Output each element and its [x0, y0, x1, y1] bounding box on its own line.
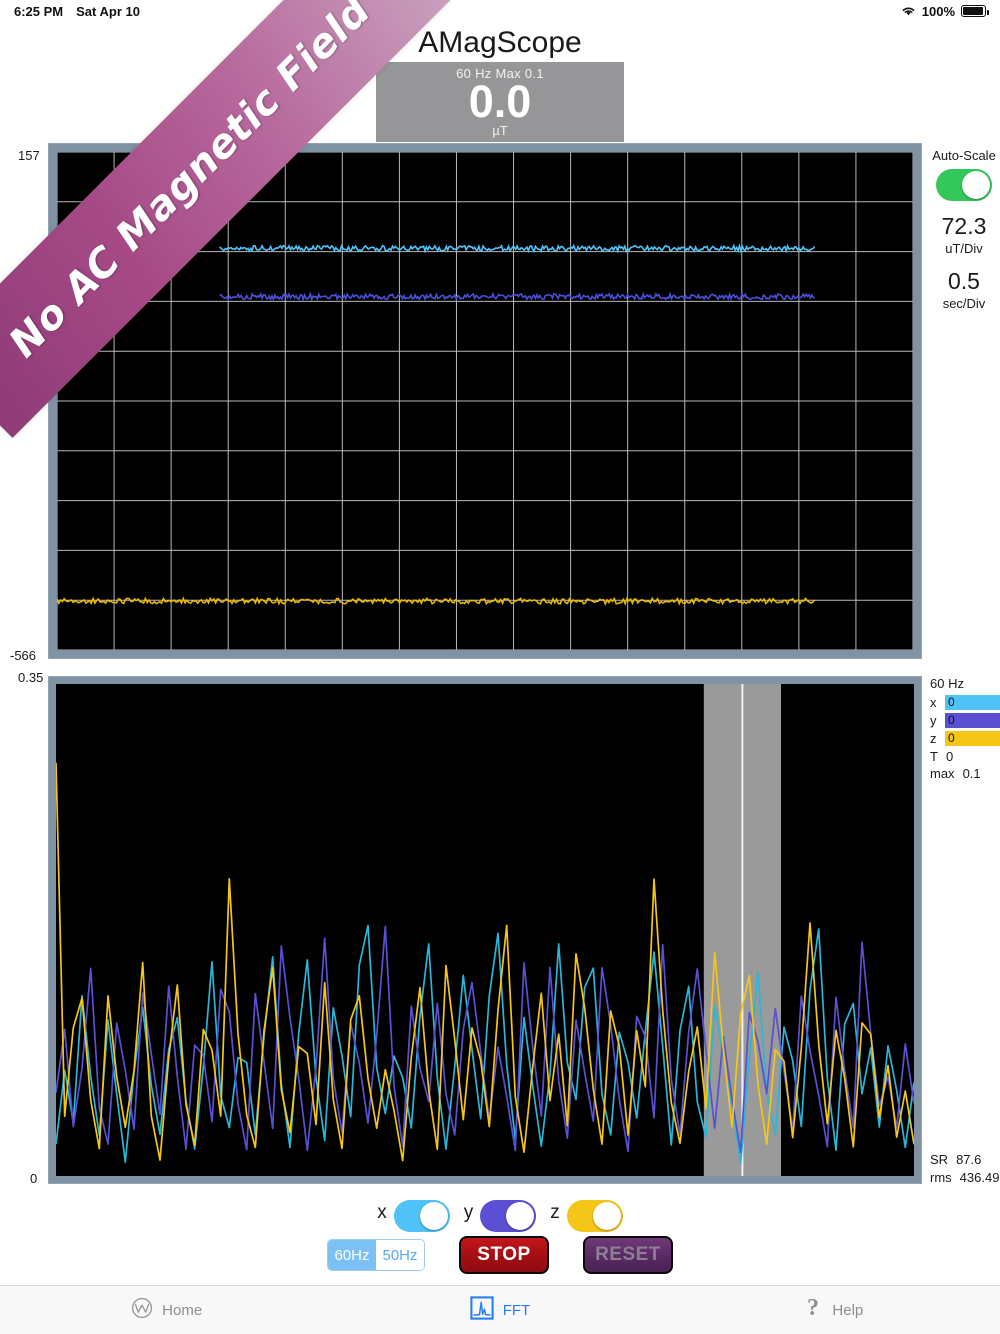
legend-row-total: T 0 — [930, 749, 1000, 764]
legend-row-max: max 0.1 — [930, 766, 1000, 781]
status-bar: 6:25 PM Sat Apr 10 100% — [0, 0, 1000, 22]
fft-chart — [56, 684, 914, 1176]
ut-per-div-label: uT/Div — [945, 241, 983, 256]
fft-frequency-label: 60 Hz — [930, 676, 964, 691]
legend-row-x: x 0 — [930, 695, 1000, 710]
fft-y-min-label: 0 — [30, 1171, 38, 1186]
scope-side-controls: Auto-Scale 72.3 uT/Div 0.5 sec/Div — [922, 148, 1000, 311]
sr-value: 87.6 — [956, 1152, 982, 1167]
axis-toggle-z-group: z — [550, 1194, 623, 1232]
mains-frequency-segmented-control[interactable]: 60Hz 50Hz — [327, 1239, 425, 1271]
auto-scale-toggle[interactable] — [936, 169, 992, 201]
legend-value-y: 0 — [945, 713, 1000, 728]
toggle-knob — [506, 1202, 535, 1230]
tab-help-label: Help — [832, 1301, 864, 1319]
toggle-knob — [962, 171, 990, 199]
rms-label: rms — [930, 1170, 952, 1185]
tab-help[interactable]: ? Help — [667, 1286, 1000, 1334]
axis-toggle-row: x y z — [0, 1194, 1000, 1232]
scope-y-max-label: 157 — [18, 148, 40, 163]
page-title: AMagScope — [418, 26, 582, 59]
field-readout-panel: 60 Hz Max 0.1 0.0 µT — [376, 62, 624, 142]
control-button-row: 60Hz 50Hz STOP RESET — [0, 1236, 1000, 1274]
legend-key-x: x — [930, 695, 937, 710]
legend-key-y: y — [930, 713, 937, 728]
axis-toggle-z-label: z — [550, 1202, 560, 1223]
battery-percent: 100% — [921, 3, 955, 19]
legend-row-y: y 0 — [930, 713, 1000, 728]
svg-text:?: ? — [807, 1296, 819, 1320]
battery-icon — [961, 5, 989, 17]
toggle-knob — [592, 1202, 621, 1230]
scope-y-min-label: -566 — [10, 648, 37, 663]
tab-home-label: Home — [162, 1301, 203, 1319]
home-waveform-icon — [131, 1297, 153, 1324]
fft-screen[interactable] — [56, 684, 914, 1176]
sec-per-div-value: 0.5 — [948, 268, 980, 294]
ut-per-div-value: 72.3 — [941, 213, 987, 239]
tab-home[interactable]: Home — [0, 1286, 333, 1334]
axis-toggle-y-group: y — [464, 1194, 537, 1232]
stop-button[interactable]: STOP — [459, 1236, 549, 1274]
legend-row-z: z 0 — [930, 731, 1000, 746]
tab-bar: Home FFT ? Help — [0, 1285, 1000, 1334]
segment-50hz[interactable]: 50Hz — [376, 1240, 424, 1270]
axis-toggle-z[interactable] — [566, 1200, 623, 1232]
legend-key-total: T — [930, 749, 938, 764]
axis-toggle-x-label: x — [377, 1202, 387, 1223]
status-time: 6:25 PM — [14, 3, 64, 19]
fft-legend: 60 Hz x 0 y 0 z 0 T 0 max 0.1 — [930, 676, 1000, 783]
axis-toggle-y[interactable] — [480, 1200, 537, 1232]
tab-fft[interactable]: FFT — [333, 1286, 666, 1334]
tab-fft-label: FFT — [502, 1301, 531, 1319]
status-bar-right: 100% — [901, 3, 989, 19]
legend-value-x: 0 — [945, 695, 1000, 710]
readout-caption: 60 Hz Max 0.1 — [456, 66, 544, 81]
wifi-icon — [901, 5, 916, 17]
auto-scale-label: Auto-Scale — [932, 148, 996, 163]
legend-value-z: 0 — [945, 731, 1000, 746]
fft-peak-icon — [470, 1295, 494, 1325]
rms-value: 436.49 — [959, 1170, 1000, 1185]
reset-button[interactable]: RESET — [583, 1236, 673, 1274]
legend-value-max: 0.1 — [962, 766, 981, 781]
readout-unit: µT — [492, 123, 508, 138]
legend-key-z: z — [930, 731, 937, 746]
sr-label: SR — [930, 1152, 949, 1167]
toggle-knob — [419, 1202, 448, 1230]
question-mark-icon: ? — [803, 1295, 823, 1325]
status-bar-left: 6:25 PM Sat Apr 10 — [14, 4, 140, 19]
fft-y-max-label: 0.35 — [18, 670, 44, 685]
fft-panel[interactable] — [48, 676, 922, 1184]
segment-60hz[interactable]: 60Hz — [328, 1240, 376, 1270]
scope-panel[interactable] — [48, 143, 922, 659]
axis-toggle-x-group: x — [377, 1194, 450, 1232]
axis-toggle-x[interactable] — [393, 1200, 450, 1232]
axis-toggle-y-label: y — [463, 1202, 474, 1223]
legend-key-max: max — [930, 766, 955, 781]
readout-value: 0.0 — [468, 76, 532, 127]
fft-stats: SR 87.6 rms 436.49 — [930, 1152, 999, 1188]
stat-sample-rate: SR 87.6 — [930, 1152, 999, 1167]
legend-value-total: 0 — [945, 749, 954, 764]
sec-per-div-label: sec/Div — [942, 296, 986, 311]
status-date: Sat Apr 10 — [76, 3, 140, 19]
stat-rms: rms 436.49 — [930, 1170, 999, 1185]
